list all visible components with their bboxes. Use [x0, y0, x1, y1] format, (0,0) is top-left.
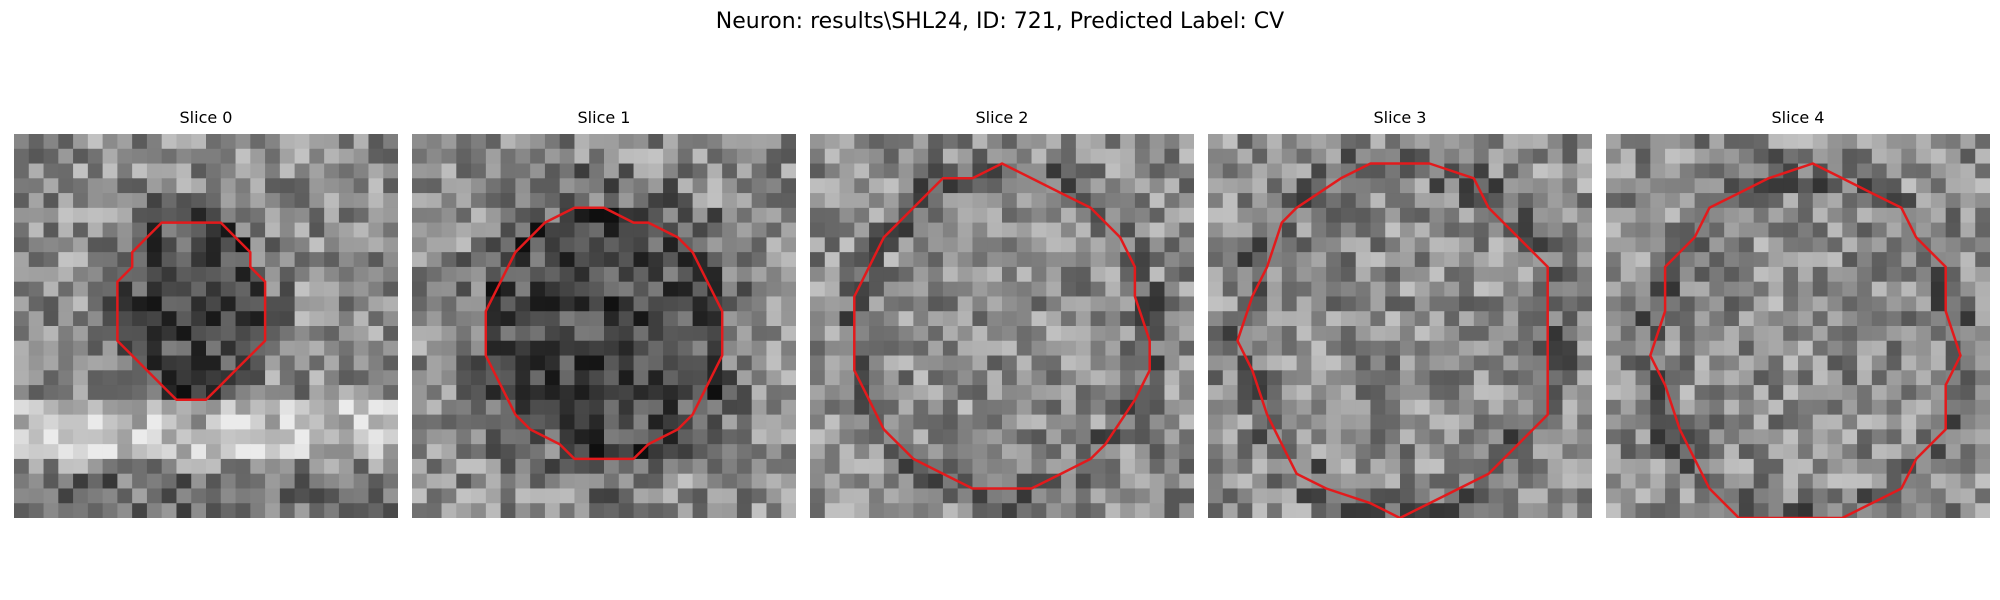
contour-3: [1236, 162, 1549, 518]
slice-image-3: [1208, 134, 1592, 518]
contour-4: [1649, 162, 1962, 518]
slice-image-0: [14, 134, 398, 518]
slice-panel-4: Slice 4: [1606, 108, 1990, 518]
slice-panel-0: Slice 0: [14, 108, 398, 518]
slice-panel-2: Slice 2: [810, 108, 1194, 518]
contour-0: [116, 221, 267, 402]
contour-1: [484, 206, 724, 461]
slice-panel-3: Slice 3: [1208, 108, 1592, 518]
slice-title-4: Slice 4: [1771, 108, 1825, 127]
slice-image-4: [1606, 134, 1990, 518]
contour-2: [853, 162, 1151, 490]
slice-title-2: Slice 2: [975, 108, 1029, 127]
slice-image-2: [810, 134, 1194, 518]
slice-image-1: [412, 134, 796, 518]
slice-title-0: Slice 0: [179, 108, 233, 127]
slice-title-3: Slice 3: [1373, 108, 1427, 127]
slice-panel-1: Slice 1: [412, 108, 796, 518]
slice-title-1: Slice 1: [577, 108, 631, 127]
figure-title: Neuron: results\SHL24, ID: 721, Predicte…: [715, 9, 1285, 34]
